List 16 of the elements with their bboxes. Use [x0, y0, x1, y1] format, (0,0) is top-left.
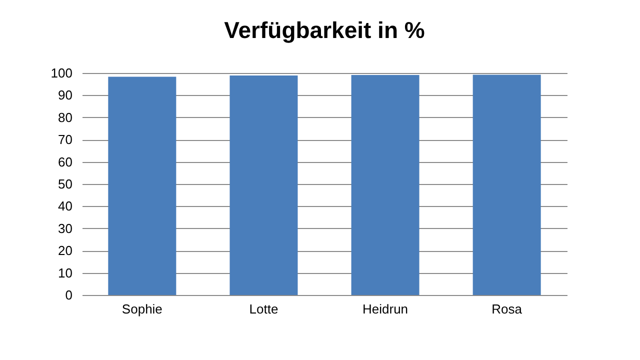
- y-tick-label: 90: [58, 88, 72, 103]
- chart-title: Verfügbarkeit in %: [224, 17, 425, 43]
- y-tick-label: 30: [58, 220, 72, 236]
- x-tick-label: Rosa: [492, 302, 523, 316]
- y-tick-label: 10: [58, 265, 72, 280]
- y-tick-label: 100: [50, 66, 72, 80]
- y-tick-label: 70: [58, 132, 72, 148]
- y-tick-label: 20: [58, 243, 72, 258]
- y-tick-label: 50: [58, 176, 72, 192]
- y-tick-label: 80: [58, 110, 72, 125]
- x-tick-label: Lotte: [249, 302, 278, 316]
- y-tick-label: 40: [58, 198, 72, 214]
- x-tick-label: Sophie: [122, 302, 162, 316]
- y-tick-label: 0: [65, 288, 72, 302]
- y-tick-label: 60: [58, 154, 72, 170]
- x-tick-label: Heidrun: [362, 302, 408, 316]
